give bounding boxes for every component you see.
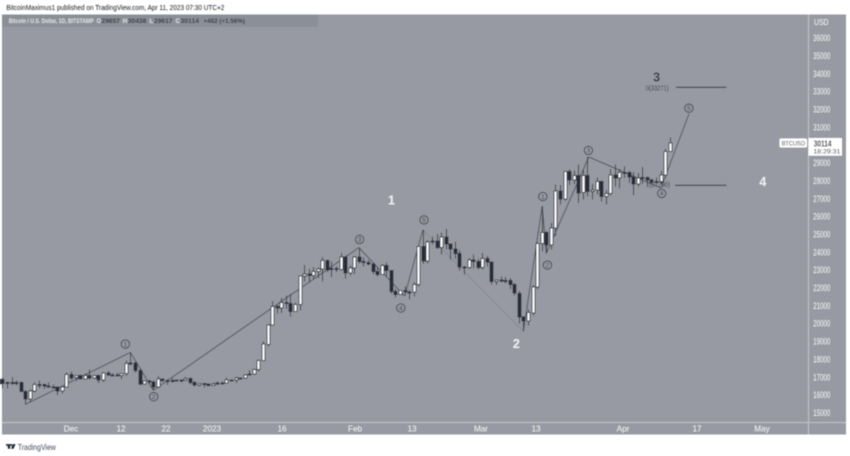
svg-text:32000: 32000 (813, 105, 830, 115)
svg-text:Mar: Mar (474, 425, 488, 434)
svg-text:5: 5 (687, 106, 691, 113)
svg-text:33000: 33000 (813, 87, 830, 97)
svg-text:30438: 30438 (128, 18, 147, 25)
svg-text:2: 2 (513, 337, 520, 351)
svg-text:13: 13 (531, 425, 541, 434)
svg-text:2: 2 (152, 394, 156, 401)
svg-text:2: 2 (546, 262, 550, 269)
svg-text:BTCUSD: BTCUSD (782, 140, 806, 147)
svg-text:16000: 16000 (813, 390, 830, 400)
svg-text:31000: 31000 (813, 122, 830, 132)
svg-text:28000: 28000 (813, 176, 830, 186)
svg-text:29657: 29657 (102, 18, 121, 25)
svg-text:0(33271): 0(33271) (646, 84, 669, 93)
svg-text:O: O (97, 18, 102, 25)
svg-text:Dec: Dec (64, 425, 79, 434)
svg-text:1(27790): 1(27790) (646, 180, 670, 189)
svg-text:4: 4 (399, 305, 403, 312)
svg-text:25000: 25000 (813, 230, 830, 240)
svg-text:13: 13 (407, 425, 417, 434)
svg-text:26000: 26000 (813, 212, 830, 222)
svg-text:Apr: Apr (617, 425, 630, 434)
svg-text:29617: 29617 (154, 18, 173, 25)
svg-text:1: 1 (541, 194, 545, 201)
svg-text:2023: 2023 (203, 425, 222, 434)
svg-text:3: 3 (653, 71, 660, 85)
svg-text:35000: 35000 (813, 51, 830, 61)
svg-text:21000: 21000 (813, 301, 830, 311)
svg-text:20000: 20000 (813, 319, 830, 329)
svg-text:23000: 23000 (813, 265, 830, 275)
svg-text:4: 4 (759, 175, 766, 189)
svg-text:30114: 30114 (814, 139, 832, 148)
svg-text:22: 22 (161, 425, 171, 434)
svg-text:L: L (150, 18, 154, 25)
svg-text:H: H (123, 18, 128, 25)
svg-text:15000: 15000 (813, 408, 830, 418)
svg-text:12: 12 (116, 425, 126, 434)
svg-text:30114: 30114 (181, 18, 200, 25)
svg-text:5: 5 (422, 217, 426, 224)
svg-text:3: 3 (358, 237, 362, 244)
svg-text:22000: 22000 (813, 283, 830, 293)
svg-text:17000: 17000 (813, 372, 830, 382)
svg-text:1: 1 (124, 341, 128, 348)
svg-text:+462 (+1.56%): +462 (+1.56%) (204, 18, 246, 25)
svg-text:17: 17 (692, 425, 702, 434)
svg-text:USD: USD (814, 18, 829, 27)
svg-text:18000: 18000 (813, 354, 830, 364)
svg-text:1: 1 (388, 194, 395, 208)
svg-text:36000: 36000 (813, 33, 830, 43)
svg-text:3: 3 (587, 148, 591, 155)
svg-text:18:29:31: 18:29:31 (813, 149, 840, 156)
svg-text:C: C (176, 18, 181, 25)
svg-text:Bitcoin / U.S. Dollar, 1D, BIT: Bitcoin / U.S. Dollar, 1D, BITSTAMP (9, 18, 94, 25)
svg-text:27000: 27000 (813, 194, 830, 204)
svg-text:34000: 34000 (813, 69, 830, 79)
svg-text:16: 16 (277, 425, 287, 434)
svg-text:4: 4 (660, 191, 664, 198)
svg-text:May: May (754, 425, 770, 434)
svg-text:19000: 19000 (813, 337, 830, 347)
svg-text:29000: 29000 (813, 158, 830, 168)
svg-text:TradingView: TradingView (18, 442, 57, 452)
svg-text:Feb: Feb (348, 425, 363, 434)
svg-text:24000: 24000 (813, 247, 830, 257)
svg-text:BitcoinMaximus1 published on T: BitcoinMaximus1 published on TradingView… (6, 3, 224, 12)
